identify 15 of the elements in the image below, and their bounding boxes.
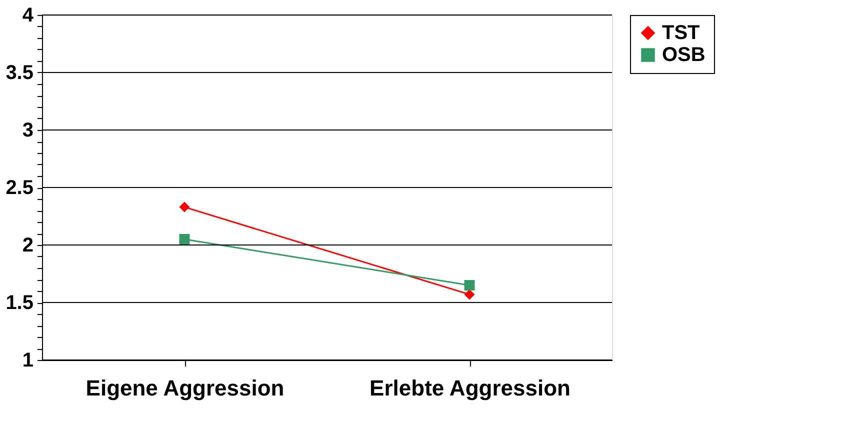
- y-tick-label: 1.5: [6, 292, 34, 314]
- point: [179, 202, 190, 212]
- x-tick-label: Erlebte Aggression: [370, 376, 570, 400]
- point: [464, 289, 475, 300]
- point: [464, 280, 475, 290]
- point: [179, 234, 190, 244]
- y-tick-label: 3.5: [6, 62, 34, 84]
- legend-label: TST: [662, 22, 700, 44]
- y-tick-label: 3: [22, 120, 34, 142]
- y-tick-label: 1: [22, 350, 34, 372]
- y-tick-label: 2.5: [6, 177, 34, 199]
- y-tick-label: 4: [22, 4, 34, 26]
- y-tick-label: 2: [22, 234, 34, 256]
- legend-label: OSB: [662, 44, 706, 66]
- x-tick-label: Eigene Aggression: [86, 376, 284, 400]
